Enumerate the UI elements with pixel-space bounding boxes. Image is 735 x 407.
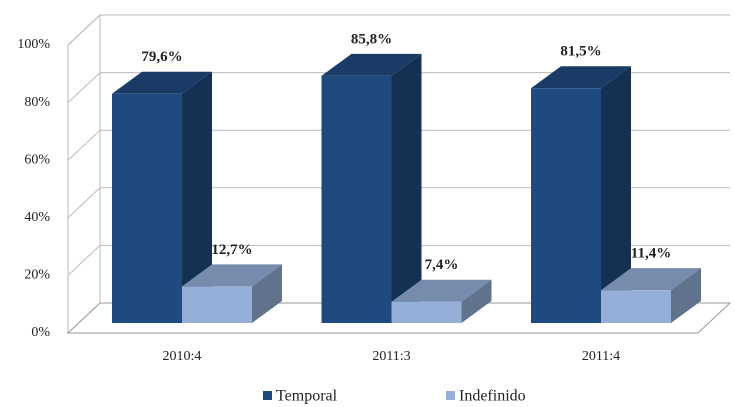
data-label: 79,6% — [141, 49, 182, 65]
y-tick-label: 100% — [17, 37, 50, 52]
grid-line — [67, 129, 730, 161]
x-tick-label: 2010:4 — [163, 349, 202, 364]
left-wall — [67, 13, 101, 335]
legend-label: Indefinido — [459, 388, 526, 405]
grid-line — [67, 72, 730, 103]
x-tick-label: 2011:3 — [372, 349, 410, 364]
bar-top — [601, 268, 701, 291]
bar-side — [182, 71, 212, 323]
data-label: 12,7% — [211, 242, 252, 258]
bar — [182, 286, 252, 323]
bar-top — [391, 279, 492, 302]
y-tick-label: 80% — [24, 95, 50, 110]
y-tick-label: 40% — [24, 210, 50, 225]
legend-swatch — [263, 391, 272, 400]
grid-line — [67, 244, 730, 276]
bar-side — [601, 66, 631, 323]
bar-side — [391, 53, 422, 324]
grid-line — [67, 14, 730, 46]
bar — [531, 88, 601, 323]
bar-side — [671, 268, 701, 323]
data-label: 11,4% — [631, 246, 671, 262]
bar-top — [182, 264, 282, 287]
y-tick-label: 20% — [24, 268, 50, 283]
data-label: 81,5% — [560, 44, 601, 60]
legend-label: Temporal — [276, 388, 338, 405]
data-label: 85,8% — [351, 31, 392, 47]
data-label: 7,4% — [425, 257, 459, 273]
bar — [112, 93, 182, 323]
bar-top — [321, 53, 422, 76]
y-tick-label: 0% — [31, 325, 50, 340]
bar — [391, 301, 462, 323]
legend-swatch — [446, 391, 455, 400]
bar-side — [461, 279, 492, 323]
x-tick-label: 2011:4 — [582, 349, 620, 364]
bar-top — [531, 66, 631, 89]
bar-top — [112, 71, 212, 94]
y-tick-label: 60% — [24, 152, 50, 167]
bar — [601, 290, 671, 323]
grid-line — [67, 187, 730, 219]
bar-side — [252, 264, 282, 323]
bar — [321, 75, 392, 324]
